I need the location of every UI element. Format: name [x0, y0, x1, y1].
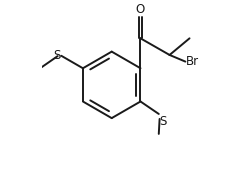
Text: Br: Br	[186, 55, 199, 68]
Text: S: S	[160, 115, 167, 128]
Text: S: S	[53, 49, 60, 62]
Text: O: O	[136, 3, 145, 16]
